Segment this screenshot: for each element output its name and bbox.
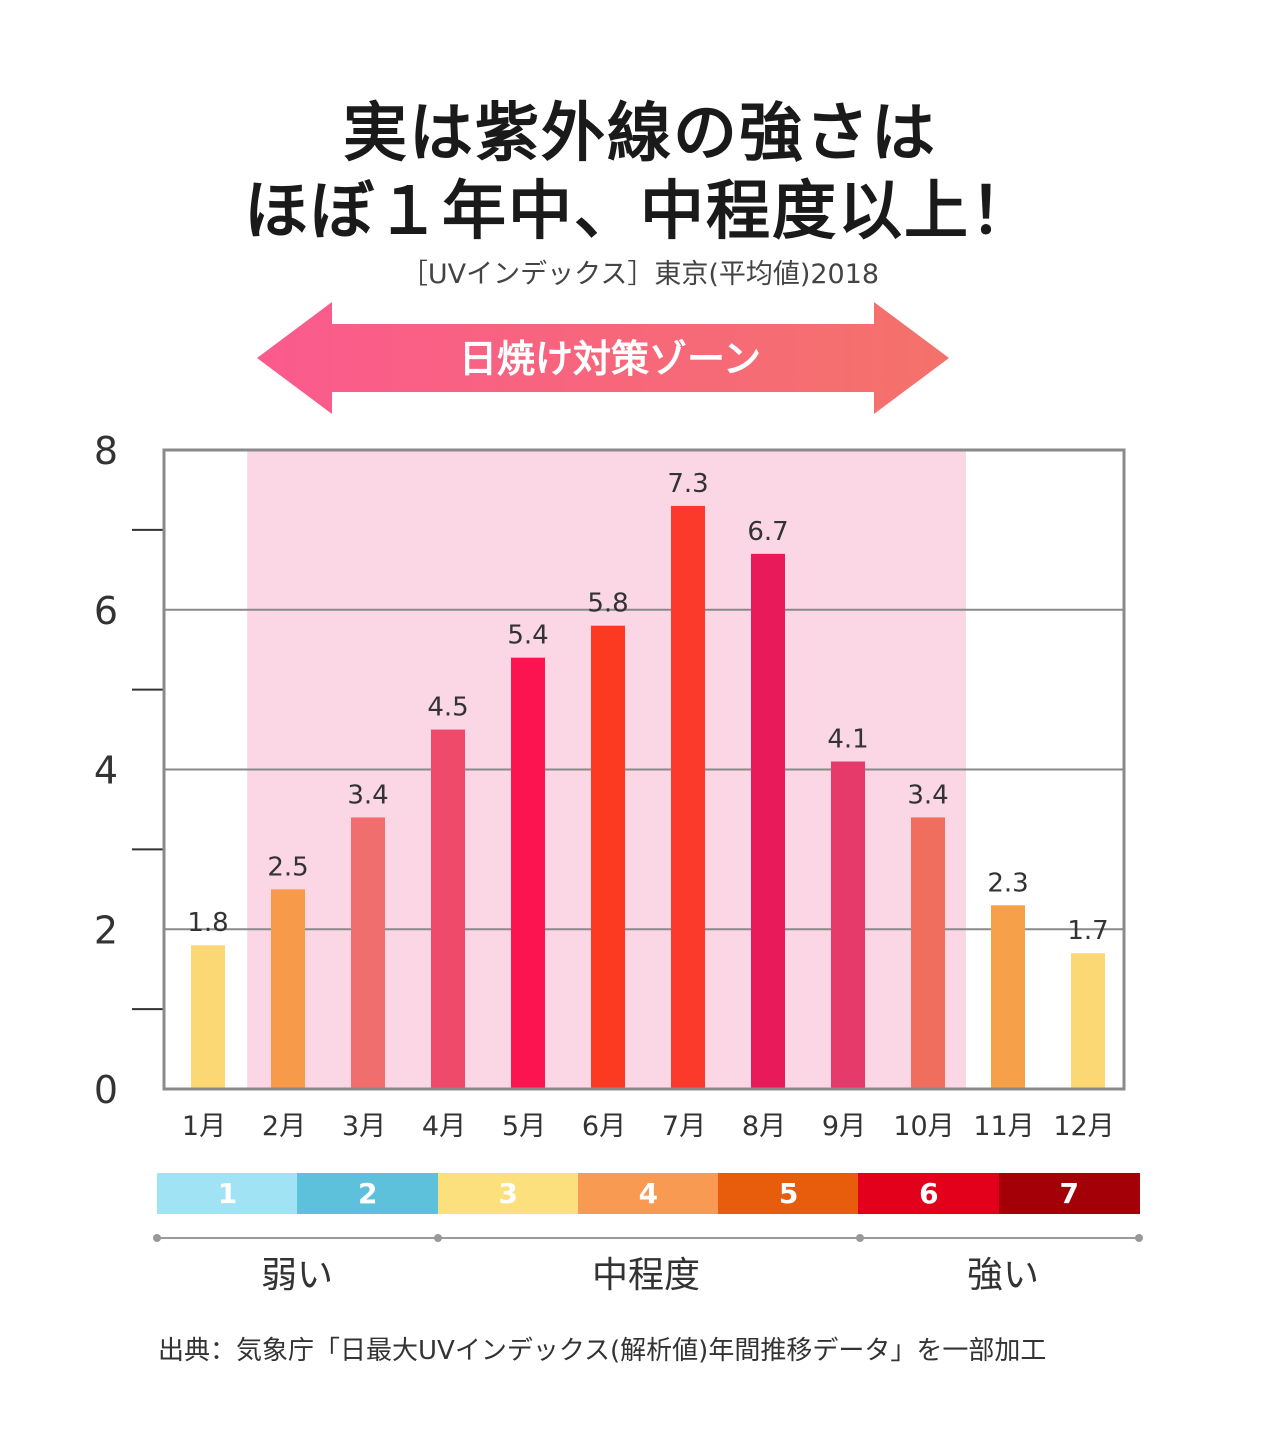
bar	[191, 945, 225, 1089]
bar	[831, 761, 865, 1089]
bar-value-label: 2.3	[987, 868, 1028, 898]
bar	[911, 817, 945, 1089]
plot-frame	[162, 448, 1126, 1091]
bar-value-label: 7.3	[667, 469, 708, 499]
zone-arrow	[257, 302, 949, 414]
x-category-label: 12月	[1053, 1111, 1114, 1142]
uv-scale-segment-6: 6	[858, 1173, 1000, 1214]
uv-scale-segment-4: 4	[577, 1173, 719, 1214]
bar	[751, 553, 785, 1089]
x-category-label: 1月	[182, 1111, 226, 1142]
bar	[351, 817, 385, 1089]
uv-scale-segment-7: 7	[998, 1173, 1140, 1214]
bar-value-label: 1.7	[1067, 916, 1108, 946]
level-line	[153, 1234, 1143, 1242]
x-category-label: 2月	[262, 1111, 306, 1142]
uv-scale-segment-5: 5	[718, 1173, 860, 1214]
x-category-label: 4月	[422, 1111, 466, 1142]
bar-value-label: 4.5	[427, 693, 468, 723]
y-tick-label: 4	[94, 749, 118, 793]
bar	[671, 505, 705, 1090]
bar	[991, 905, 1025, 1089]
level-moderate: 中程度	[591, 1255, 700, 1296]
y-tick-label: 2	[94, 908, 118, 952]
title-line-2: ほぼ１年中、中程度以上！	[244, 175, 1036, 249]
bar	[591, 625, 625, 1089]
bar-value-label: 4.1	[827, 725, 868, 755]
bar-value-label: 5.4	[507, 621, 548, 651]
zone-label: 日焼け対策ゾーン	[459, 337, 761, 381]
bar-value-label: 5.8	[587, 589, 628, 619]
title-line-1: 実は紫外線の強さは	[343, 97, 937, 171]
bar-value-label: 3.4	[347, 780, 388, 810]
uv-scale-segment-1: 1	[157, 1173, 298, 1214]
source-note: 出典：気象庁「日最大UVインデックス(解析値)年間推移データ」を一部加工	[158, 1336, 1047, 1366]
x-category-label: 10月	[893, 1111, 954, 1142]
level-strong: 強い	[966, 1255, 1039, 1296]
y-tick-label: 6	[94, 589, 118, 633]
x-category-label: 11月	[973, 1111, 1034, 1142]
subtitle: ［UVインデックス］東京(平均値)2018	[400, 259, 880, 290]
uv-chart: 日焼け対策ゾーン 0 2 4 6 8 1.8 2.5 3.4 4.5 5.4 5.8 7.3 6.7 4…	[94, 302, 1126, 1142]
uv-scale-segment-2: 2	[297, 1173, 439, 1214]
bar-value-label: 3.4	[907, 780, 948, 810]
x-category-label: 3月	[342, 1111, 386, 1142]
x-category-label: 5月	[502, 1111, 546, 1142]
bar-value-label: 2.5	[267, 852, 308, 882]
bar-value-label: 6.7	[747, 517, 788, 547]
x-category-label: 9月	[822, 1111, 866, 1142]
x-category-label: 7月	[662, 1111, 706, 1142]
bar	[1071, 953, 1105, 1089]
bar-value-label: 1.8	[187, 908, 228, 938]
y-tick-label: 8	[94, 429, 118, 473]
level-weak: 弱い	[260, 1255, 333, 1296]
y-tick-label: 0	[94, 1068, 118, 1112]
bar	[431, 729, 465, 1089]
x-category-label: 8月	[742, 1111, 786, 1142]
bar	[511, 657, 545, 1089]
bar	[271, 889, 305, 1089]
uv-scale-segment-3: 3	[437, 1173, 579, 1214]
x-category-label: 6月	[582, 1111, 626, 1142]
